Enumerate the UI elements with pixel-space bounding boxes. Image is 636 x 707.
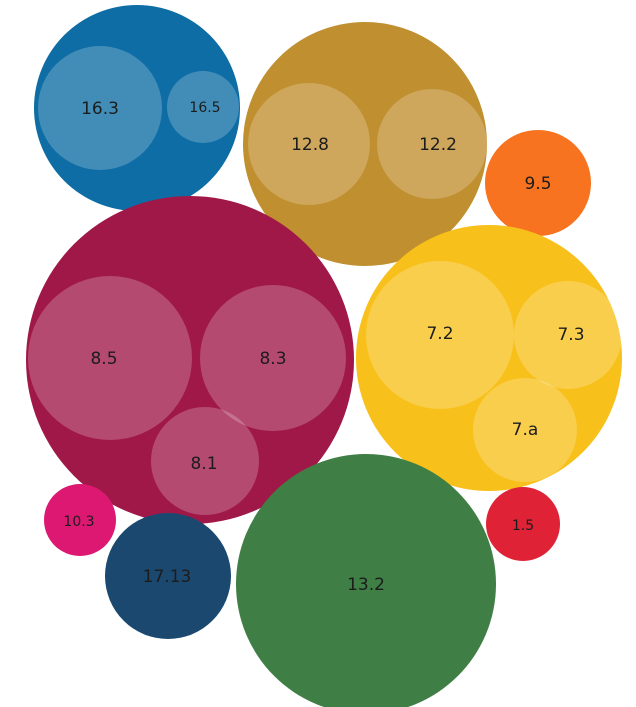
label-13-2: 13.2 xyxy=(347,575,385,595)
bubble-group-16: 16.3 16.5 xyxy=(34,5,240,211)
bubble-17-13 xyxy=(105,513,231,639)
bubble-8-5 xyxy=(28,276,192,440)
bubble-13-2 xyxy=(236,454,496,707)
label-8-3: 8.3 xyxy=(259,349,286,369)
bubble-8-outer xyxy=(26,196,354,524)
bubble-16-outer xyxy=(34,5,240,211)
bubble-group-8: 8.5 8.3 8.1 xyxy=(26,196,354,524)
label-16-5: 16.5 xyxy=(189,100,220,116)
label-17-13: 17.13 xyxy=(143,567,192,587)
bubble-10-3 xyxy=(44,484,116,556)
label-10-3: 10.3 xyxy=(63,514,94,530)
bubble-9-5 xyxy=(485,130,591,236)
bubble-group-7: 7.2 7.3 7.a xyxy=(356,225,622,491)
bubble-7-3 xyxy=(514,281,622,389)
bubble-group-17-13: 17.13 xyxy=(105,513,231,639)
bubble-group-13-2: 13.2 xyxy=(236,454,496,707)
bubble-group-9-5: 9.5 xyxy=(485,130,591,236)
label-7-2: 7.2 xyxy=(426,324,453,344)
bubble-12-outer xyxy=(243,22,487,266)
label-12-2: 12.2 xyxy=(419,135,457,155)
bubble-16-5 xyxy=(167,71,239,143)
bubble-16-3 xyxy=(38,46,162,170)
bubble-1-5 xyxy=(486,487,560,561)
label-8-5: 8.5 xyxy=(90,349,117,369)
bubble-group-12: 12.8 12.2 xyxy=(243,22,487,266)
bubble-7-2 xyxy=(366,261,514,409)
bubble-8-1 xyxy=(151,407,259,515)
label-16-3: 16.3 xyxy=(81,99,119,119)
label-12-8: 12.8 xyxy=(291,135,329,155)
bubble-12-2 xyxy=(377,89,487,199)
bubble-12-8 xyxy=(248,83,370,205)
label-1-5: 1.5 xyxy=(512,518,534,534)
bubble-8-3 xyxy=(200,285,346,431)
label-7-3: 7.3 xyxy=(557,325,584,345)
bubble-7-outer xyxy=(356,225,622,491)
bubble-group-1-5: 1.5 xyxy=(486,487,560,561)
bubble-group-10-3: 10.3 xyxy=(44,484,116,556)
bubble-7-a xyxy=(473,378,577,482)
label-7-a: 7.a xyxy=(512,420,539,440)
label-8-1: 8.1 xyxy=(190,454,217,474)
label-9-5: 9.5 xyxy=(524,174,551,194)
